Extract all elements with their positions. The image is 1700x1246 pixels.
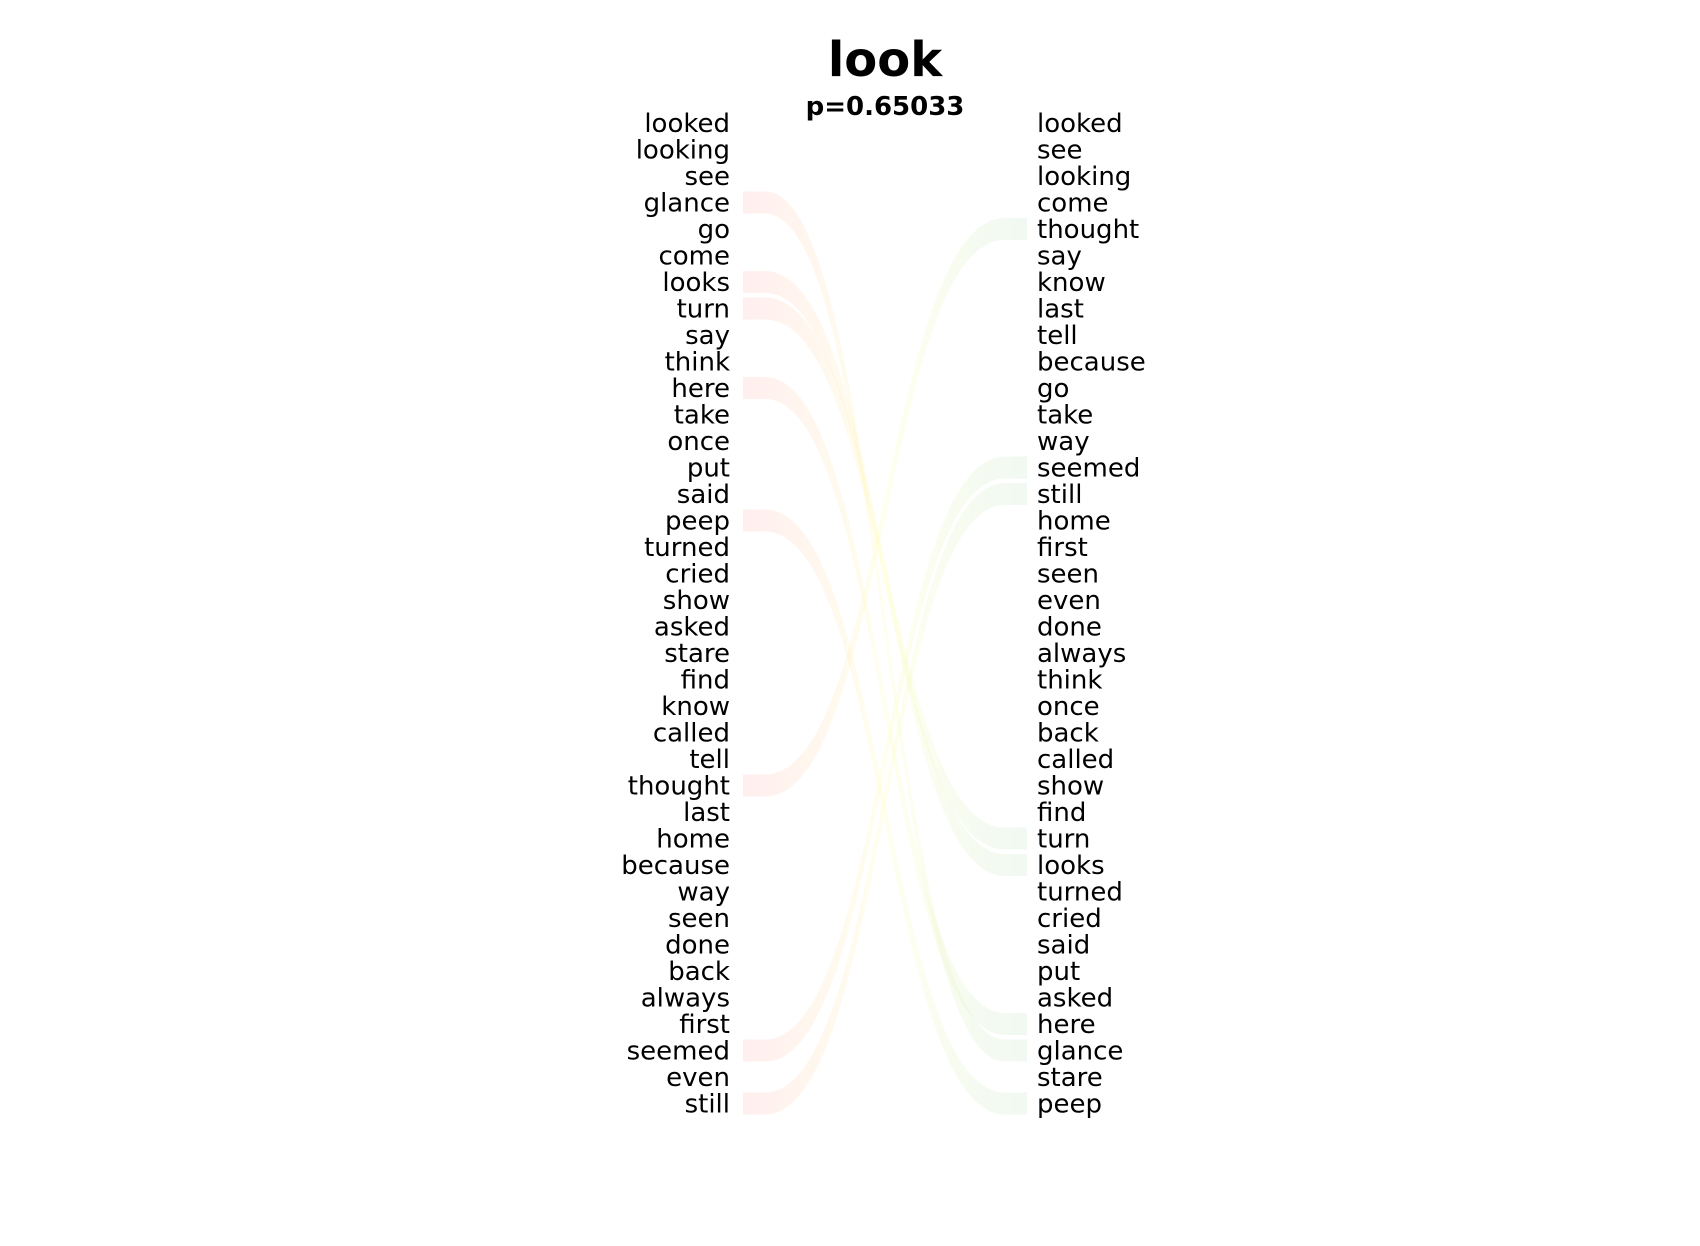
right-word: even: [1037, 586, 1101, 616]
left-word: cried: [665, 560, 730, 590]
left-word: once: [667, 427, 730, 457]
left-word: looks: [662, 268, 730, 298]
right-word: back: [1037, 719, 1099, 749]
left-word: think: [665, 348, 730, 378]
left-word: stare: [664, 639, 730, 669]
right-word: looked: [1037, 109, 1123, 139]
left-word: glance: [644, 189, 730, 219]
right-word: once: [1037, 692, 1100, 722]
right-word: looks: [1037, 851, 1105, 881]
left-word: looked: [644, 109, 730, 139]
left-word: turned: [644, 533, 730, 563]
right-word: still: [1037, 480, 1082, 510]
right-word: know: [1037, 268, 1106, 298]
left-word: called: [653, 719, 730, 749]
left-word: always: [641, 984, 730, 1014]
left-word: looking: [636, 136, 730, 166]
left-word: seen: [668, 904, 730, 934]
right-word: home: [1037, 507, 1111, 537]
rank-ribbon-peep: [743, 509, 1027, 1115]
right-word: called: [1037, 745, 1114, 775]
left-word: know: [661, 692, 730, 722]
right-word: here: [1037, 1010, 1096, 1040]
right-word: said: [1037, 931, 1090, 961]
right-word: seen: [1037, 560, 1099, 590]
left-word: peep: [665, 507, 730, 537]
rank-ribbon-thought: [743, 218, 1027, 797]
left-word: home: [656, 825, 730, 855]
right-word: think: [1037, 666, 1102, 696]
right-word: always: [1037, 639, 1126, 669]
right-word: because: [1037, 348, 1146, 378]
right-word: find: [1037, 798, 1086, 828]
right-word: come: [1037, 189, 1109, 219]
right-word: stare: [1037, 1063, 1103, 1093]
left-word: turn: [677, 295, 730, 325]
left-word: seemed: [627, 1037, 730, 1067]
left-word: back: [668, 957, 730, 987]
left-word-column: lookedlookingseeglancegocomelooksturnsay…: [621, 109, 730, 1120]
right-word: put: [1037, 957, 1080, 987]
left-word: done: [665, 931, 730, 961]
right-word: glance: [1037, 1037, 1123, 1067]
right-word: cried: [1037, 904, 1102, 934]
left-word: because: [621, 851, 730, 881]
right-word: say: [1037, 242, 1082, 272]
chart-subtitle: p=0.65033: [806, 92, 965, 122]
right-word: seemed: [1037, 454, 1140, 484]
right-word: tell: [1037, 321, 1078, 351]
rank-ribbon-here: [743, 377, 1027, 1035]
left-word: still: [685, 1090, 730, 1120]
left-word: come: [658, 242, 730, 272]
right-word: turned: [1037, 878, 1123, 908]
right-word: first: [1037, 533, 1088, 563]
rank-ribbon-turn: [743, 297, 1027, 850]
right-word: turn: [1037, 825, 1090, 855]
left-word: said: [677, 480, 730, 510]
right-word: looking: [1037, 162, 1131, 192]
left-word: show: [663, 586, 730, 616]
right-word-column: lookedseelookingcomethoughtsayknowlastte…: [1037, 109, 1146, 1120]
right-word: thought: [1037, 215, 1139, 245]
right-word: see: [1037, 136, 1083, 166]
left-word: first: [679, 1010, 730, 1040]
right-word: asked: [1037, 984, 1113, 1014]
left-word: see: [684, 162, 730, 192]
right-word: go: [1037, 374, 1069, 404]
left-word: say: [685, 321, 730, 351]
left-word: asked: [654, 613, 730, 643]
left-word: put: [687, 454, 730, 484]
rank-ribbon-glance: [743, 191, 1027, 1062]
left-word: tell: [689, 745, 730, 775]
left-word: here: [671, 374, 730, 404]
left-word: way: [677, 878, 730, 908]
rank-ribbon-seemed: [743, 456, 1027, 1062]
left-word: find: [681, 666, 730, 696]
left-word: thought: [628, 772, 730, 802]
right-word: last: [1037, 295, 1084, 325]
rank-ribbon-still: [743, 483, 1027, 1115]
left-word: even: [666, 1063, 730, 1093]
left-word: take: [674, 401, 730, 431]
left-word: last: [683, 798, 730, 828]
right-word: way: [1037, 427, 1090, 457]
right-word: take: [1037, 401, 1093, 431]
ribbons: [743, 191, 1027, 1115]
chart-title: look: [828, 32, 943, 88]
right-word: peep: [1037, 1090, 1102, 1120]
left-word: go: [698, 215, 730, 245]
right-word: done: [1037, 613, 1102, 643]
right-word: show: [1037, 772, 1104, 802]
